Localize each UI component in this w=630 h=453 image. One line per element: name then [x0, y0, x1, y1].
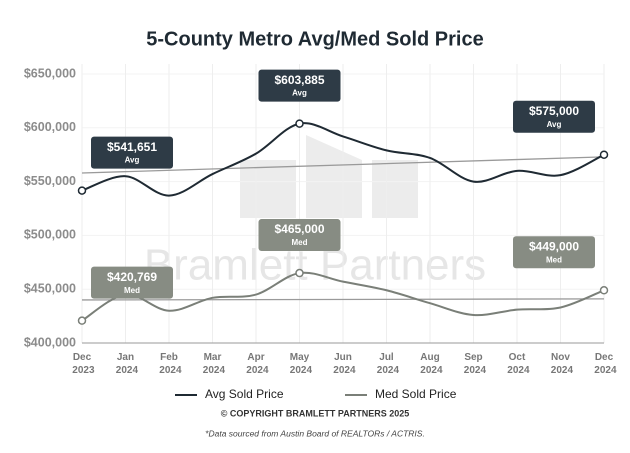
x-tick-label: Jul 2024 — [374, 352, 399, 376]
footnote: *Data sourced from Austin Board of REALT… — [205, 428, 425, 438]
value-label-tag: Med — [546, 255, 562, 264]
value-label-tag: Med — [124, 286, 140, 295]
legend-label: Avg Sold Price — [205, 387, 284, 401]
value-label: $603,885 — [274, 73, 324, 87]
value-label-box — [91, 266, 173, 299]
x-tick-label: Dec 2023 — [69, 352, 94, 376]
x-tick-label: Feb 2024 — [156, 352, 181, 376]
y-tick-label: $450,000 — [24, 281, 76, 295]
value-label: $420,769 — [107, 270, 157, 284]
point — [77, 316, 87, 325]
trend-line — [81, 298, 605, 301]
value-label-box — [513, 100, 595, 133]
value-label: $575,000 — [529, 104, 579, 118]
trend-line — [81, 156, 605, 174]
value-label-tag: Avg — [125, 156, 140, 165]
series-line — [81, 122, 605, 197]
watermark-logo — [240, 135, 418, 218]
x-tick-label: Dec 2024 — [591, 352, 616, 376]
x-tick-label: Nov 2024 — [548, 352, 573, 376]
value-label: $465,000 — [274, 222, 324, 236]
x-tick-label: Apr 2024 — [243, 352, 268, 376]
value-label-box — [91, 136, 173, 169]
x-tick-label: May 2024 — [287, 352, 312, 376]
x-tick-label: Mar 2024 — [200, 352, 225, 376]
x-tick-label: Jun 2024 — [330, 352, 355, 376]
y-tick-label: $500,000 — [24, 228, 76, 242]
point — [295, 268, 304, 278]
y-tick-label: $550,000 — [24, 174, 76, 188]
value-label-tag: Med — [292, 238, 308, 247]
point — [77, 186, 87, 195]
x-tick-label: Jan 2024 — [113, 352, 138, 376]
x-tick-label: Sep 2024 — [461, 352, 486, 376]
value-label-box — [513, 236, 595, 269]
x-tick-label: Aug 2024 — [417, 352, 442, 376]
value-label-box — [258, 219, 341, 252]
point — [599, 286, 609, 295]
copyright: © COPYRIGHT BRAMLETT PARTNERS 2025 — [221, 408, 410, 418]
value-label: $449,000 — [529, 239, 579, 253]
value-label-tag: Avg — [547, 120, 562, 129]
legend-label: Med Sold Price — [375, 387, 457, 401]
point — [599, 150, 609, 159]
y-tick-label: $600,000 — [24, 120, 76, 134]
x-tick-label: Oct 2024 — [504, 352, 529, 376]
y-tick-label: $650,000 — [24, 66, 76, 80]
y-tick-label: $400,000 — [24, 335, 76, 349]
value-label-box — [258, 69, 341, 102]
value-label-tag: Avg — [292, 89, 307, 98]
chart-title: 5-County Metro Avg/Med Sold Price — [146, 28, 483, 50]
value-label: $541,651 — [107, 140, 157, 154]
series-line — [81, 271, 605, 322]
point — [295, 119, 304, 128]
